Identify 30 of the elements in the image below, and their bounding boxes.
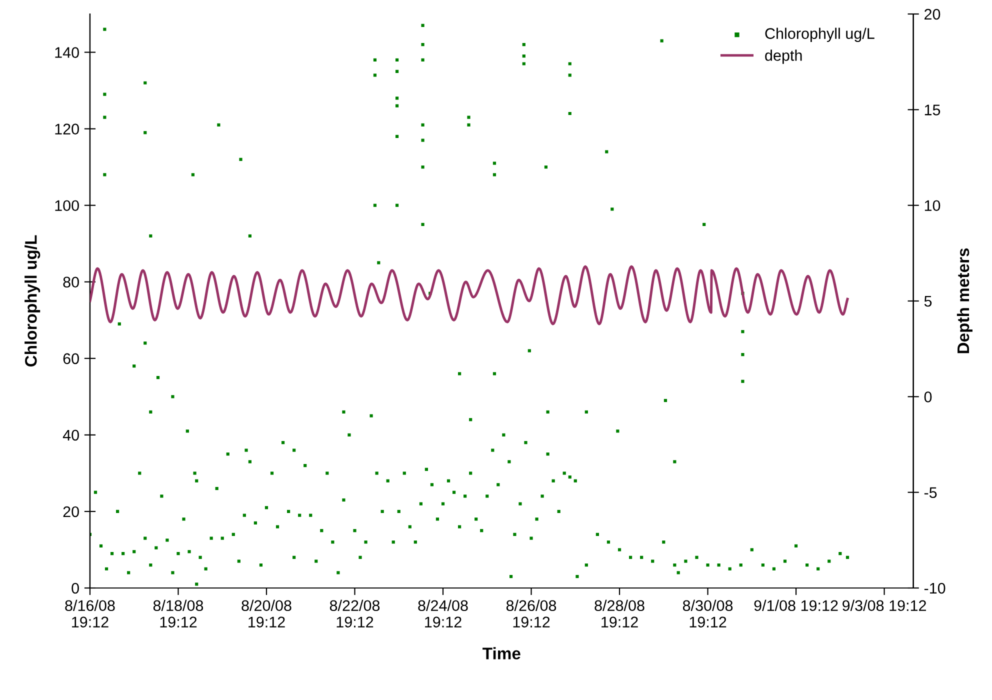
y-tick-label: 120: [55, 124, 79, 134]
y-tick-label: 60: [63, 353, 79, 364]
legend-label: depth: [765, 50, 802, 64]
y2-tick-label: 10: [924, 200, 940, 212]
x-tick-label: 8/16/08 19:12: [65, 600, 115, 628]
y2-tick-label: 15: [924, 104, 940, 116]
x-tick-label: 8/20/08 19:12: [242, 600, 292, 628]
y2-tick-label: 5: [924, 296, 932, 307]
x-tick-label: 8/30/08 19:12: [682, 600, 733, 628]
x-tick-label: 8/18/08 19:12: [153, 600, 204, 628]
x-tick-label: 8/22/08 19:12: [330, 600, 380, 628]
y-tick-label: 100: [55, 200, 79, 212]
y2-axis-title: Depth meters: [956, 248, 972, 354]
y-tick-label: 0: [72, 582, 79, 594]
y2-tick-label: -10: [924, 582, 946, 594]
y-tick-label: 80: [63, 276, 79, 288]
y-tick-label: 40: [62, 430, 79, 441]
x-tick-label: 9/1/08 19:12: [754, 600, 838, 612]
y-axis-title: Chlorophyll ug/L: [24, 235, 40, 367]
y2-tick-label: 20: [924, 8, 940, 20]
y-tick-label: 140: [55, 47, 79, 58]
x-axis-title: Time: [482, 647, 520, 660]
y2-tick-label: 0: [924, 392, 932, 402]
y2-tick-label: -5: [924, 487, 937, 498]
legend-label: Chlorophyll ug/L: [765, 28, 874, 42]
x-tick-label: 8/24/08 19:12: [418, 600, 468, 628]
y-tick-label: 20: [63, 506, 79, 518]
x-tick-label: 8/26/08 19:12: [506, 600, 556, 628]
x-tick-label: 8/28/08 19:12: [594, 600, 644, 628]
x-tick-label: 9/3/08 19:12: [842, 600, 926, 612]
